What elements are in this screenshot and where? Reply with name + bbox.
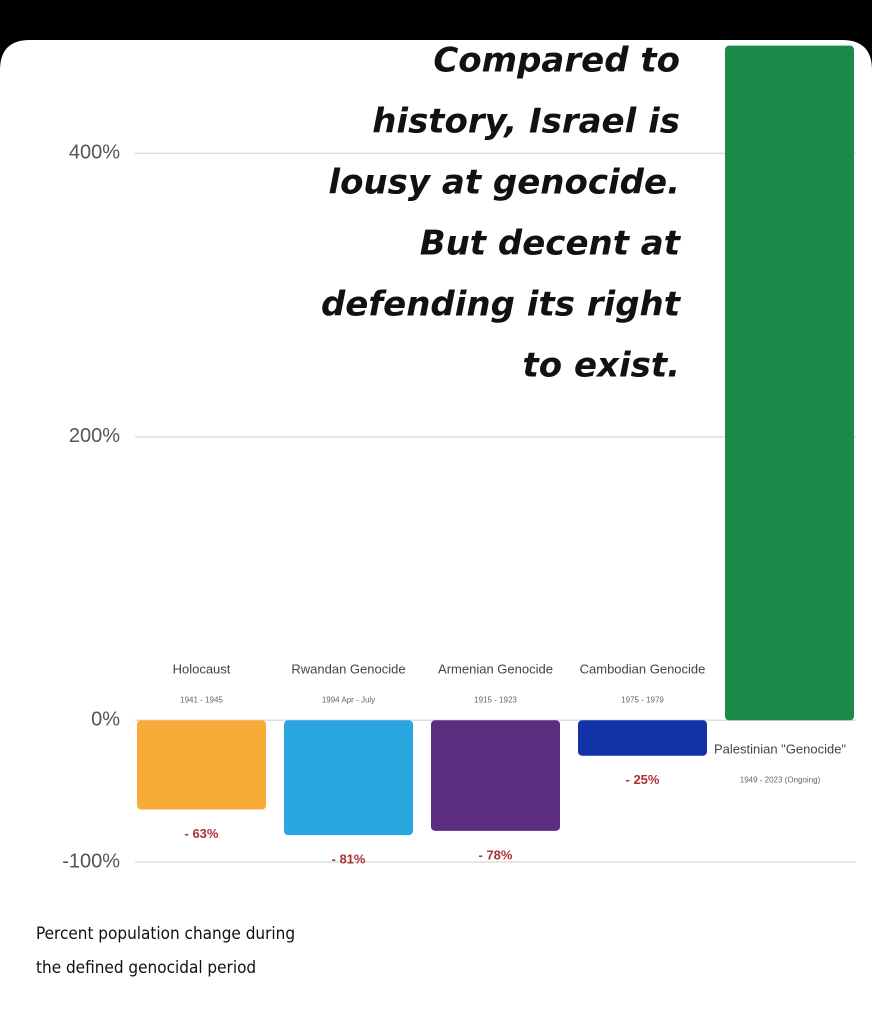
bar xyxy=(725,45,854,721)
annotation-line: defending its right xyxy=(321,285,682,325)
y-tick-label: 0% xyxy=(91,709,120,731)
value-label: - 25% xyxy=(626,772,660,787)
overlay: Compared to history, Israel is lousy at ge… xyxy=(36,39,683,978)
period-label: 1994 Apr - July xyxy=(322,695,375,704)
category-label: Holocaust xyxy=(173,662,231,677)
caption-box xyxy=(22,912,362,990)
y-tick-label: 400% xyxy=(69,142,120,164)
category-label: Palestinian "Genocide" xyxy=(714,742,846,757)
value-label: - 81% xyxy=(332,852,366,867)
period-label: 1975 - 1979 xyxy=(621,695,664,704)
category-label: Armenian Genocide xyxy=(438,662,553,677)
value-label: - 63% xyxy=(185,826,219,841)
annotation-line: Compared to xyxy=(433,41,680,81)
bar xyxy=(431,720,560,831)
period-label: 1949 - 2023 (Ongoing) xyxy=(740,775,821,784)
bar xyxy=(578,720,707,756)
annotation-line: But decent at xyxy=(420,224,682,264)
y-tick-label: 200% xyxy=(69,425,120,447)
top-band xyxy=(0,0,872,40)
category-label: Cambodian Genocide xyxy=(580,662,706,677)
plot: -100% 0% 200% 400% Holocaust 1941 - 1945 - 63%… xyxy=(62,45,856,872)
annotation-line: history, Israel is xyxy=(372,102,680,142)
annotation-line: to exist. xyxy=(523,346,681,386)
period-label: 1915 - 1923 xyxy=(474,695,517,704)
bar xyxy=(137,720,266,810)
value-label: - 78% xyxy=(479,847,513,862)
bar xyxy=(284,720,413,836)
category-label: Rwandan Genocide xyxy=(291,662,405,677)
corner xyxy=(0,40,30,70)
caption-line: the defined genocidal period xyxy=(36,958,256,978)
period-label: 1941 - 1945 xyxy=(180,695,223,704)
y-tick-label: -100% xyxy=(62,850,120,872)
annotation-line: lousy at genocide. xyxy=(328,163,680,203)
caption-line: Percent population change during xyxy=(36,924,295,944)
corner xyxy=(842,40,872,70)
